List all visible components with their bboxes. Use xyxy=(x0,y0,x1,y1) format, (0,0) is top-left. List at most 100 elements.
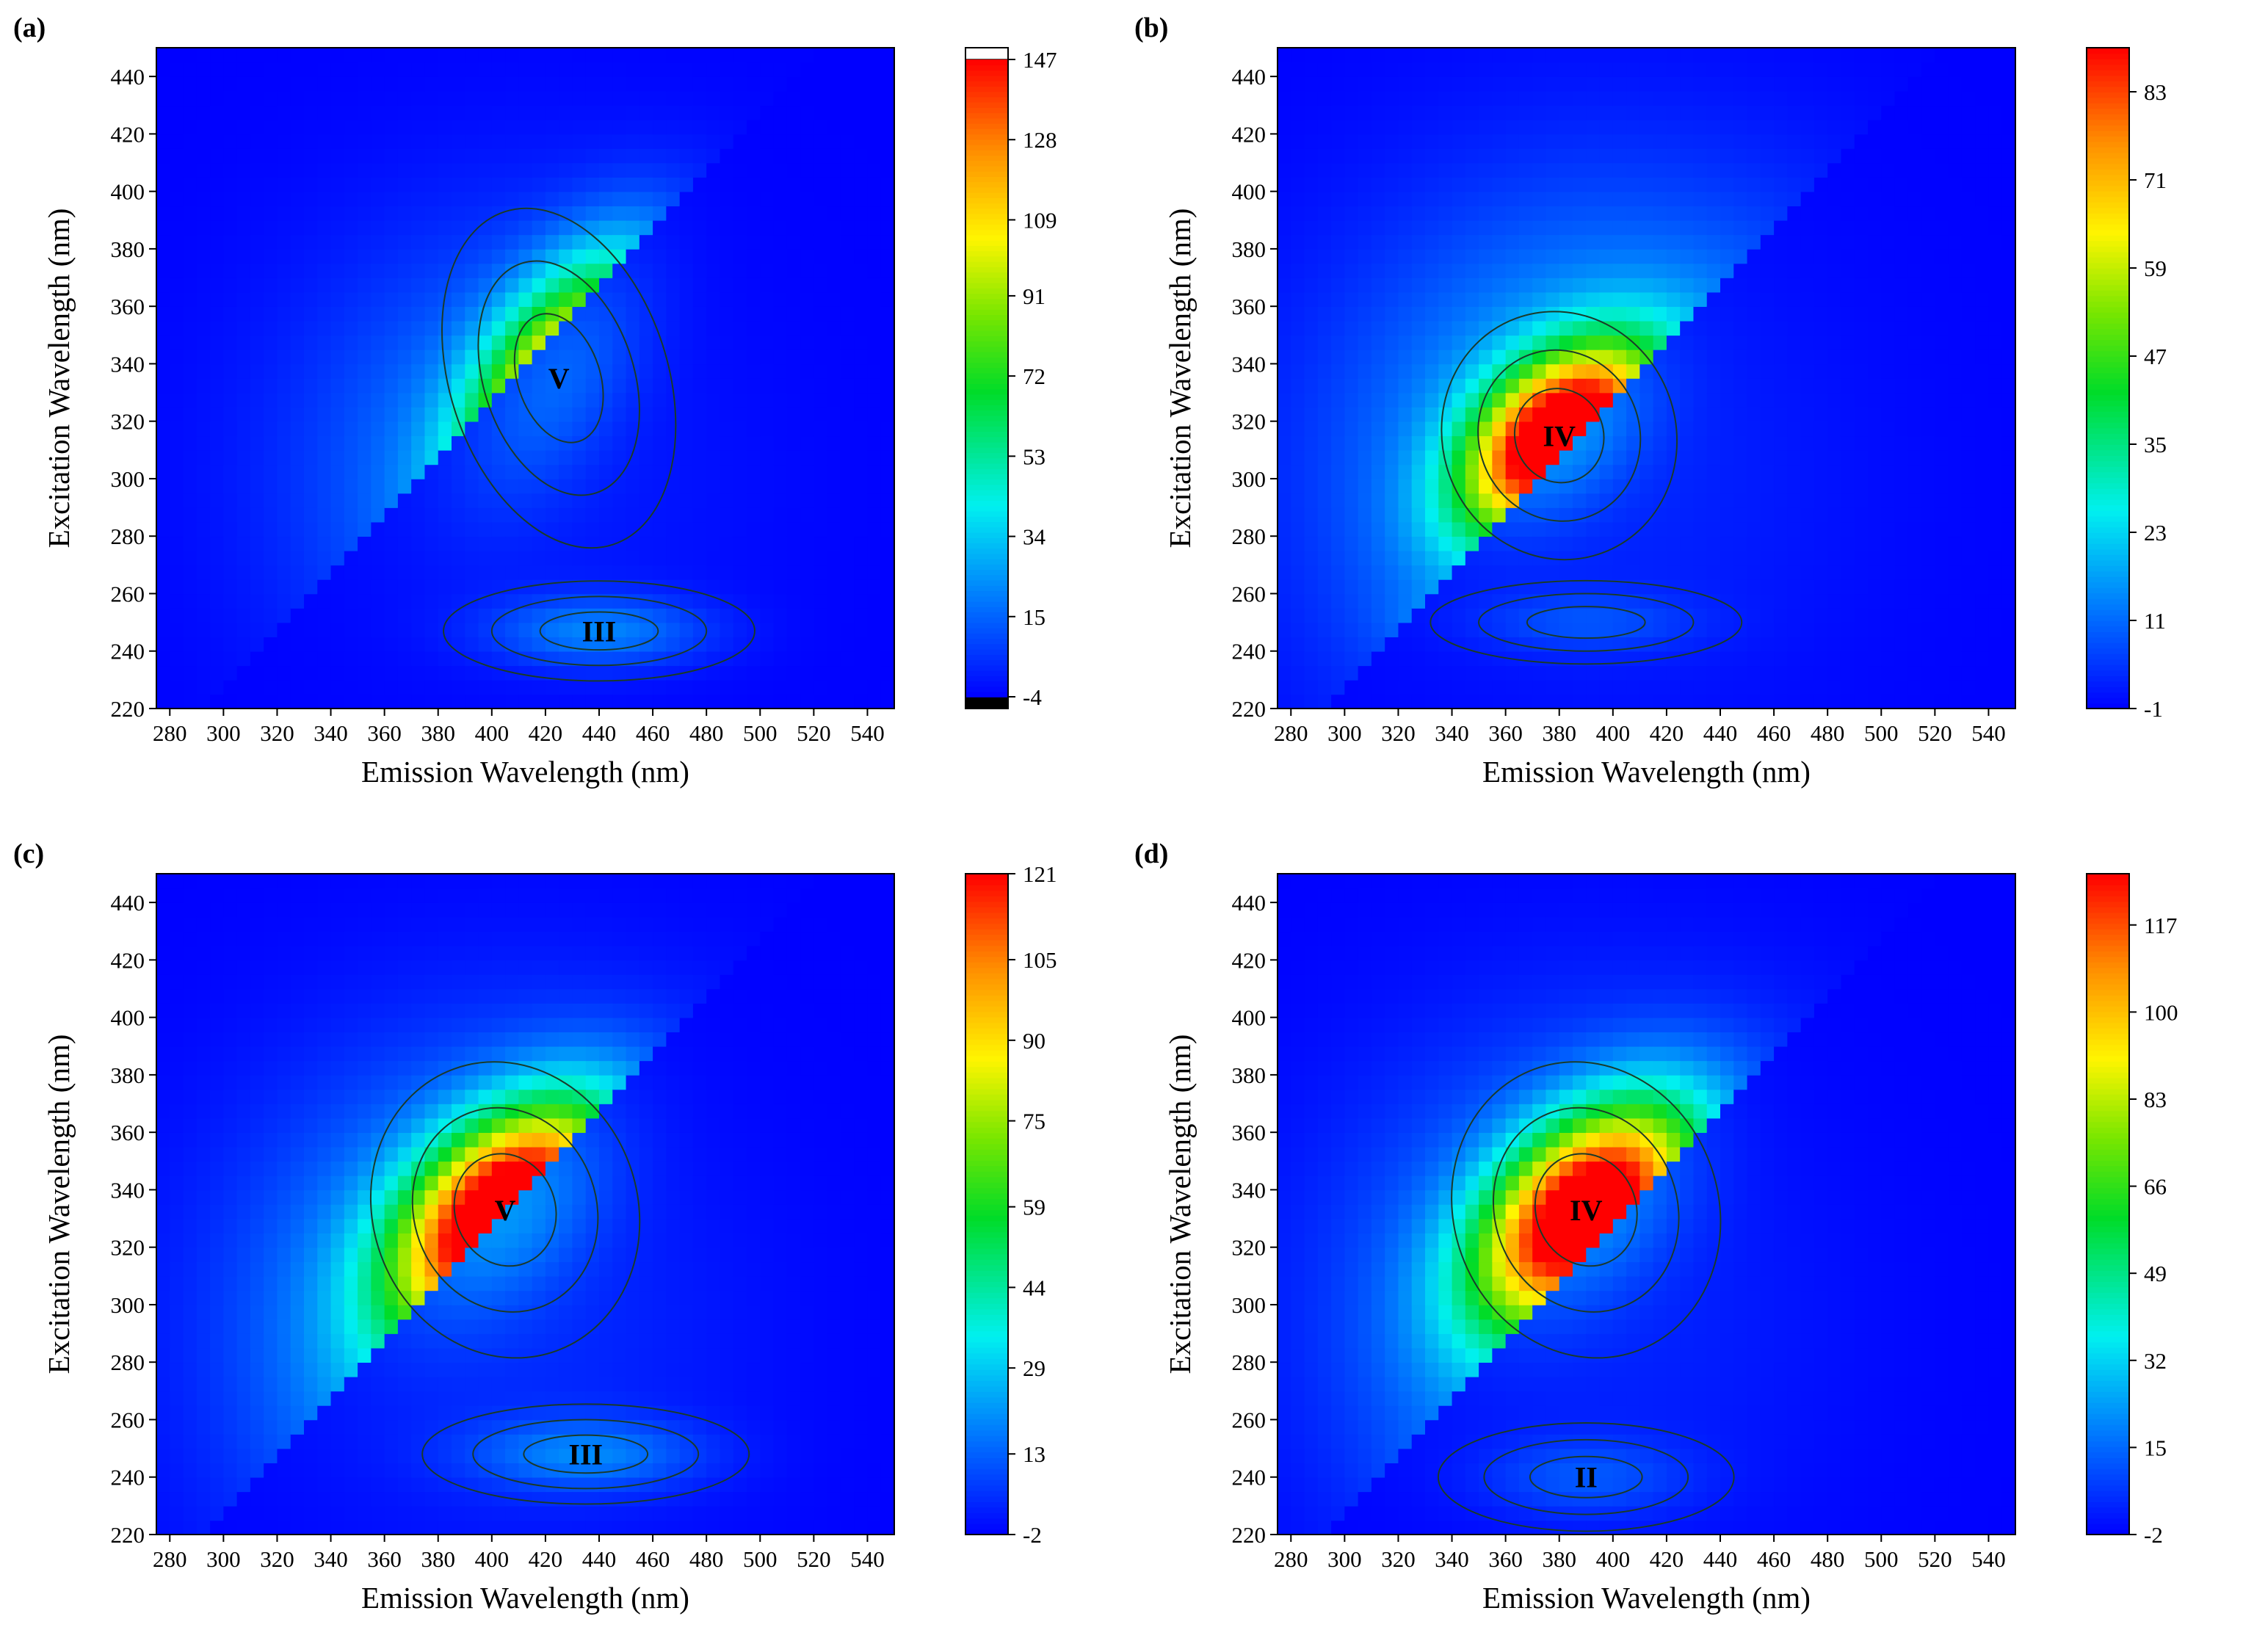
heatmap-cell xyxy=(397,177,412,192)
colorbar-step xyxy=(965,75,1008,81)
heatmap-cell xyxy=(1599,464,1614,479)
heatmap-cell xyxy=(599,349,614,365)
heatmap-cell xyxy=(880,521,895,537)
heatmap-cell xyxy=(1518,291,1533,307)
heatmap-cell xyxy=(1291,148,1305,164)
heatmap-cell xyxy=(1693,291,1708,307)
heatmap-cell xyxy=(1331,565,1346,580)
heatmap-cell xyxy=(1371,177,1385,192)
heatmap-cell xyxy=(277,593,291,609)
heatmap-cell xyxy=(1452,550,1466,566)
heatmap-cell xyxy=(1559,119,1573,135)
heatmap-cell xyxy=(867,105,882,120)
y-tick-label: 340 xyxy=(111,351,145,377)
y-tick-label: 220 xyxy=(111,696,145,722)
heatmap-cell xyxy=(1304,651,1319,667)
heatmap-cell xyxy=(236,679,251,695)
heatmap-cell xyxy=(747,392,761,407)
heatmap-cell xyxy=(840,378,855,394)
heatmap-cell xyxy=(452,90,466,106)
heatmap-cell xyxy=(465,234,479,250)
heatmap-cell xyxy=(1317,248,1332,264)
heatmap-cell xyxy=(277,320,291,336)
heatmap-cell xyxy=(880,493,895,508)
heatmap-cell xyxy=(800,76,815,92)
y-tick-label: 380 xyxy=(111,236,145,262)
heatmap-cell xyxy=(438,593,452,609)
heatmap-cell xyxy=(505,536,520,551)
heatmap-cell xyxy=(1385,651,1399,667)
heatmap-cell xyxy=(170,177,184,192)
heatmap-cell xyxy=(880,478,895,494)
heatmap-cell xyxy=(478,622,493,637)
heatmap-cell xyxy=(344,306,358,322)
heatmap-cell xyxy=(438,694,452,709)
heatmap-cell xyxy=(1291,263,1305,278)
heatmap-cell xyxy=(156,565,171,580)
heatmap-cell xyxy=(1868,407,1883,422)
heatmap-cell xyxy=(773,392,788,407)
heatmap-cell xyxy=(1666,76,1681,92)
heatmap-cell xyxy=(358,579,372,595)
colorbar-step xyxy=(965,622,1008,628)
heatmap-cell xyxy=(1505,177,1520,192)
heatmap-cell xyxy=(1505,507,1520,523)
heatmap-cell xyxy=(1680,421,1695,437)
heatmap-cell xyxy=(1559,105,1573,120)
heatmap-cell xyxy=(1465,435,1479,451)
heatmap-cell xyxy=(384,579,399,595)
heatmap-cell xyxy=(653,435,667,451)
heatmap-cell xyxy=(170,449,184,465)
heatmap-cell xyxy=(358,622,372,637)
heatmap-cell xyxy=(223,306,238,322)
heatmap-cell xyxy=(867,579,882,595)
heatmap-cell xyxy=(880,378,895,394)
heatmap-cell xyxy=(1868,651,1883,667)
heatmap-cell xyxy=(424,90,439,106)
x-tick-label: 520 xyxy=(797,720,831,746)
heatmap-cell xyxy=(1626,449,1641,465)
heatmap-cell xyxy=(1800,134,1815,149)
heatmap-cell xyxy=(1881,637,1896,652)
heatmap-cell xyxy=(1505,449,1520,465)
heatmap-cell xyxy=(491,76,506,92)
heatmap-cell xyxy=(330,76,345,92)
heatmap-cell xyxy=(264,622,278,637)
heatmap-cell xyxy=(692,449,707,465)
heatmap-cell xyxy=(1586,62,1601,77)
heatmap-cell xyxy=(1278,679,1292,695)
heatmap-cell xyxy=(599,637,614,652)
heatmap-cell xyxy=(840,291,855,307)
heatmap-cell xyxy=(1921,320,1936,336)
heatmap-cell xyxy=(1827,263,1842,278)
heatmap-cell xyxy=(1868,191,1883,207)
heatmap-cell xyxy=(505,622,520,637)
heatmap-cell xyxy=(1291,550,1305,566)
heatmap-cell xyxy=(747,320,761,336)
heatmap-cell xyxy=(840,90,855,106)
heatmap-cell xyxy=(1733,177,1748,192)
heatmap-cell xyxy=(800,134,815,149)
heatmap-cell xyxy=(344,565,358,580)
heatmap-cell xyxy=(1599,679,1614,695)
heatmap-cell xyxy=(626,134,640,149)
heatmap-cell xyxy=(1291,76,1305,92)
heatmap-cell xyxy=(1425,378,1440,394)
heatmap-cell xyxy=(854,449,869,465)
heatmap-cell xyxy=(1666,119,1681,135)
heatmap-cell xyxy=(1465,449,1479,465)
heatmap-cell xyxy=(1331,449,1346,465)
heatmap-cell xyxy=(747,536,761,551)
heatmap-cell xyxy=(1747,48,1761,63)
heatmap-cell xyxy=(733,291,747,307)
heatmap-cell xyxy=(1573,694,1587,709)
heatmap-cell xyxy=(1653,48,1667,63)
heatmap-cell xyxy=(1666,536,1681,551)
heatmap-cell xyxy=(786,449,801,465)
heatmap-cell xyxy=(330,449,345,465)
heatmap-cell xyxy=(786,263,801,278)
heatmap-cell xyxy=(250,76,264,92)
heatmap-cell xyxy=(720,593,734,609)
heatmap-cell xyxy=(720,392,734,407)
heatmap-cell xyxy=(1720,435,1735,451)
